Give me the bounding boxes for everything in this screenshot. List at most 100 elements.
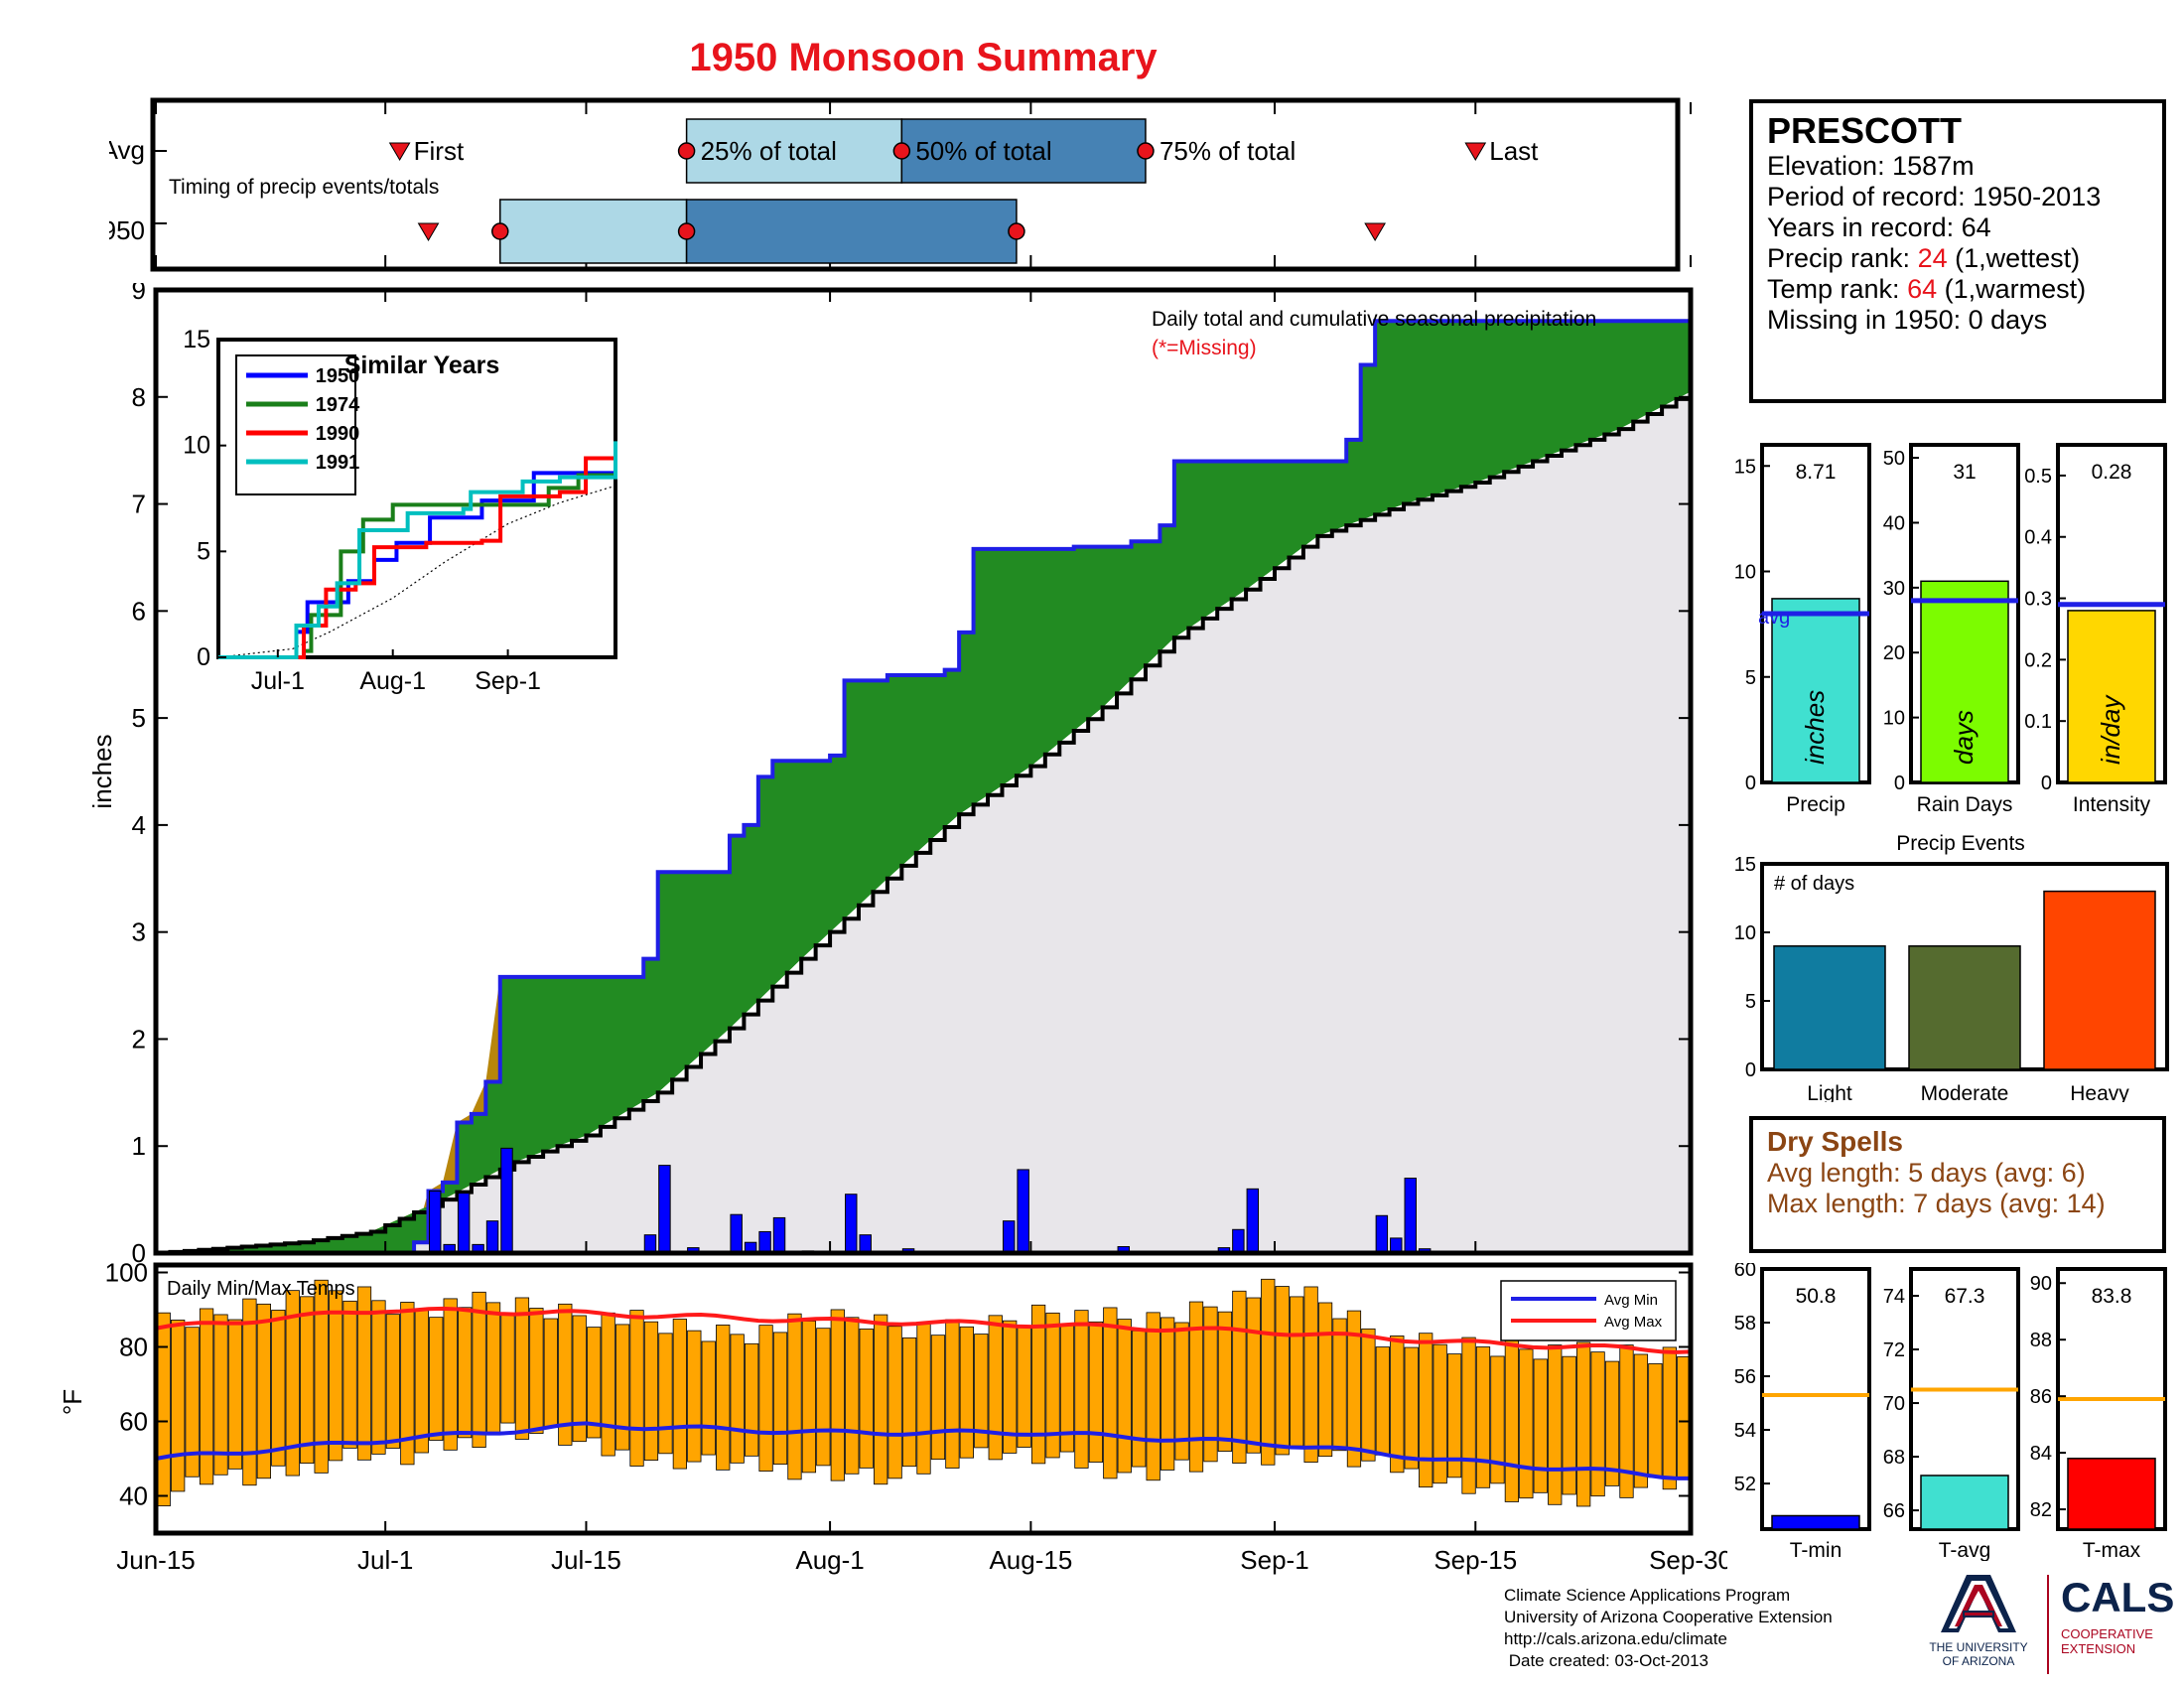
temp-range-bar: [1332, 1318, 1347, 1452]
timing-label-first: First: [414, 136, 465, 166]
event-bar-moderate: [1908, 945, 2021, 1070]
temp-range-bar: [1375, 1346, 1390, 1456]
temp-range-bar: [916, 1323, 931, 1475]
station-precip-rank: Precip rank: 24 (1,wettest): [1767, 243, 2081, 273]
temp-y-tick-label: 60: [119, 1407, 148, 1437]
temp-range-bar: [356, 1286, 372, 1461]
y-tick-label: 5: [132, 703, 146, 733]
y-tick-label: 2: [132, 1024, 146, 1054]
precip-chart: inches 0 1 2 3 4 5 6 7 8 9 Daily total and cumula…: [87, 283, 1694, 1266]
cals-text: CALS: [2061, 1574, 2175, 1620]
temp-stat-y-tick-label: 74: [1883, 1286, 1905, 1308]
footer-line-3: http://cals.arizona.edu/climate: [1504, 1629, 1727, 1648]
stat-bar-precip: [1771, 598, 1860, 783]
timing-first-last-marker: [1464, 142, 1487, 161]
temp-range-bar: [1317, 1302, 1333, 1458]
temp-stat-y-tick-label: 70: [1883, 1393, 1905, 1415]
stat-unit-rain_days: days: [1949, 710, 1979, 765]
temp-stat-bar-tmax: [2067, 1458, 2156, 1530]
temp-range-bar: [443, 1298, 458, 1451]
x-tick-label: Aug-1: [795, 1545, 864, 1575]
event-y-tick-label: 15: [1734, 854, 1756, 876]
inset-y-tick-label: 15: [183, 328, 210, 353]
temp-range-bar: [1261, 1278, 1276, 1466]
y-tick-label: 8: [132, 382, 146, 412]
daily-precip-bar: [772, 1216, 786, 1254]
temp-range-bar: [300, 1296, 315, 1464]
temp-range-bar: [1275, 1286, 1290, 1456]
avg-cumulative-line: [156, 391, 1693, 1255]
timing-quartile-marker: [892, 142, 911, 160]
temp-range-bar: [816, 1328, 831, 1467]
temp-range-bar: [213, 1314, 228, 1476]
stat-y-tick-label: 10: [1883, 708, 1905, 730]
footer-line-2: University of Arizona Cooperative Extens…: [1504, 1608, 1833, 1626]
temp-stats-panels: 52 54 56 58 60 50.8 T-min 66 68 70 72 74 67.3 T-avg 82…: [1734, 1263, 2167, 1561]
temp-range-bar: [1619, 1344, 1634, 1498]
temp-range-bar: [629, 1310, 644, 1467]
temp-range-bar: [429, 1317, 444, 1441]
stat-y-tick-label: 0.1: [2024, 711, 2052, 733]
temp-range-bar: [687, 1330, 702, 1463]
y-tick-label: 1: [132, 1131, 146, 1161]
event-label-heavy: Heavy: [2070, 1082, 2129, 1102]
temp-range-bar: [256, 1303, 271, 1479]
timing-label-q50: 50% of total: [915, 136, 1051, 166]
temp-range-bar: [1246, 1297, 1261, 1454]
station-missing: Missing in 1950: 0 days: [1767, 305, 2048, 335]
events-inner-label: # of days: [1774, 873, 1854, 895]
stat-y-tick-label: 0: [1745, 773, 1756, 794]
temp-series-avg-min: [155, 1421, 1692, 1480]
temp-stat-y-tick-label: 68: [1883, 1447, 1905, 1469]
temp-range-bar: [1548, 1344, 1563, 1505]
temp-range-bar: [1188, 1301, 1204, 1473]
stat-label-intensity: Intensity: [2073, 793, 2151, 816]
events-title: Precip Events: [1896, 832, 2025, 855]
stat-y-tick-label: 50: [1883, 448, 1905, 470]
y-tick-label: 7: [132, 490, 146, 519]
x-tick-label: Sep-15: [1433, 1545, 1517, 1575]
inset-title: Similar Years: [344, 352, 500, 379]
stat-bar-rain_days: [1920, 580, 2009, 783]
timing-panel: First 25% of total 50% of total 75% of tota…: [109, 97, 1692, 272]
temp-range-bar: [1346, 1310, 1362, 1468]
temp-range-bar: [1117, 1319, 1132, 1474]
inset-x-tick-label: Sep-1: [475, 667, 541, 695]
timing-first-last-marker: [1364, 222, 1387, 241]
station-years: Years in record: 64: [1767, 212, 1991, 242]
inset-y-tick-label: 10: [183, 432, 210, 460]
temp-range-bar: [285, 1290, 300, 1477]
temp-range-bar: [1576, 1341, 1591, 1507]
stat-y-tick-label: 0: [2041, 773, 2052, 794]
temp-range-bar: [1045, 1312, 1060, 1459]
temp-stat-y-tick-label: 86: [2030, 1386, 2052, 1408]
ua-logo: THE UNIVERSITY OF ARIZONA: [1924, 1573, 2033, 1677]
timing-first-last-marker: [388, 142, 411, 161]
timing-quartile-marker: [491, 222, 509, 240]
temp-range-bar: [385, 1314, 401, 1449]
inset-x-tick-label: Jul-1: [251, 667, 305, 695]
y-tick-label: 3: [132, 917, 146, 947]
temp-range-bar: [500, 1313, 515, 1424]
x-tick-label: Jul-1: [357, 1545, 413, 1575]
precip-ylabel: inches: [87, 734, 117, 808]
temp-range-bar: [1390, 1336, 1405, 1474]
station-info-panel: PRESCOTT Elevation: 1587m Period of reco…: [1749, 99, 2166, 403]
temp-range-bar: [1103, 1307, 1118, 1479]
stat-y-tick-label: 0: [1894, 773, 1905, 794]
temp-range-bar: [845, 1317, 860, 1475]
temp-range-bar: [271, 1310, 286, 1467]
temp-range-bar: [1490, 1355, 1505, 1484]
temp-ylabel: °F: [58, 1389, 87, 1415]
temp-range-bar: [558, 1303, 573, 1446]
cals-sub-2: EXTENSION: [2061, 1641, 2136, 1656]
temp-stat-y-tick-label: 90: [2030, 1273, 2052, 1295]
x-tick-label: Aug-15: [989, 1545, 1072, 1575]
temp-range-bar: [587, 1327, 602, 1439]
temp-range-bar: [772, 1332, 788, 1466]
temp-stat-y-tick-label: 84: [2030, 1443, 2052, 1465]
event-y-tick-label: 10: [1734, 922, 1756, 944]
stat-y-tick-label: 0.4: [2024, 527, 2052, 549]
temp-range-bar: [614, 1324, 630, 1451]
x-tick-label: Sep-30: [1649, 1545, 1727, 1575]
